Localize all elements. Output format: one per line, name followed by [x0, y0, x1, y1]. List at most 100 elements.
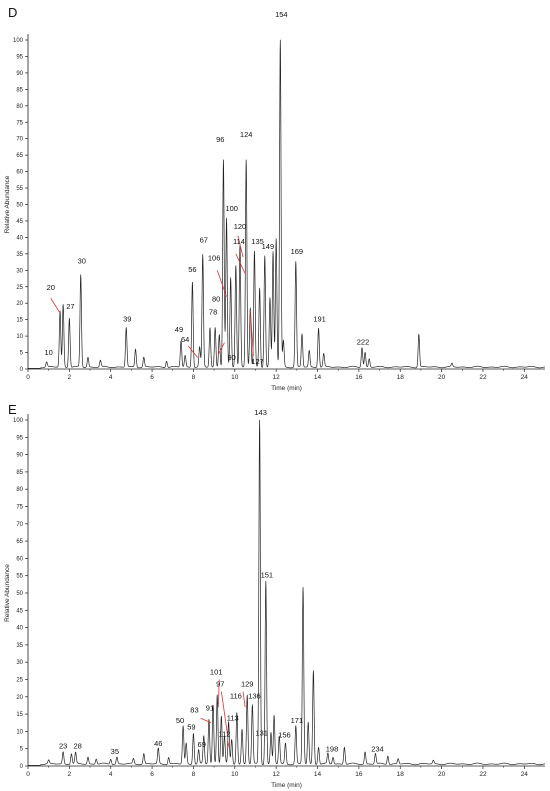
- peak-label: 78: [209, 308, 217, 317]
- x-tick-label: 4: [109, 771, 113, 778]
- peak-label: 127: [251, 357, 264, 366]
- peak-leader-line: [50, 298, 61, 314]
- peak-label: 116: [230, 692, 242, 701]
- x-tick-label: 8: [192, 374, 196, 381]
- x-axis-title: Time (min): [271, 385, 302, 392]
- y-tick-label: 50: [16, 591, 23, 597]
- x-tick-label: 10: [231, 771, 239, 778]
- peak-label: 56: [188, 265, 196, 274]
- y-tick-label: 65: [16, 153, 23, 159]
- y-tick-label: 15: [16, 318, 23, 324]
- y-tick-label: 35: [16, 643, 23, 649]
- y-tick-label: 10: [16, 334, 23, 340]
- x-tick-label: 8: [192, 771, 196, 778]
- y-tick-label: 15: [16, 712, 23, 718]
- y-tick-label: 40: [16, 235, 23, 241]
- y-tick-label: 80: [16, 487, 23, 493]
- y-tick-label: 85: [16, 470, 23, 476]
- y-tick-label: 30: [16, 268, 23, 274]
- peak-label: 50: [176, 716, 184, 725]
- y-tick-label: 0: [20, 367, 24, 373]
- peak-label: 101: [210, 667, 223, 676]
- panel-label: D: [8, 5, 17, 20]
- x-tick-label: 2: [68, 374, 72, 381]
- chromatogram-trace: [27, 39, 546, 369]
- x-tick-label: 22: [479, 374, 487, 381]
- peak-label: 171: [291, 716, 304, 725]
- peak-label: 30: [78, 257, 86, 266]
- peak-label: 23: [59, 742, 67, 751]
- y-tick-label: 100: [13, 418, 24, 424]
- y-tick-label: 95: [16, 435, 23, 441]
- chromatogram-panel-d: D051015202530354045505560657075808590951…: [4, 5, 546, 392]
- peak-leader-line: [237, 235, 244, 258]
- peak-label: 100: [225, 204, 238, 213]
- x-tick-label: 24: [521, 771, 529, 778]
- y-tick-label: 90: [16, 453, 23, 459]
- y-tick-label: 75: [16, 120, 23, 126]
- x-tick-label: 18: [397, 374, 405, 381]
- peak-label: 35: [111, 747, 119, 756]
- peak-leader-line: [216, 270, 227, 297]
- peak-label: 112: [218, 730, 230, 739]
- peak-label: 143: [254, 408, 267, 417]
- peak-leader-line: [200, 717, 212, 724]
- peak-label: 113: [227, 713, 239, 722]
- x-tick-label: 16: [355, 374, 363, 381]
- x-tick-label: 18: [397, 771, 405, 778]
- y-tick-label: 50: [16, 203, 23, 209]
- y-tick-label: 70: [16, 522, 23, 528]
- peak-leader-line: [235, 253, 246, 274]
- y-tick-label: 80: [16, 104, 23, 110]
- peak-label: 120: [234, 222, 247, 231]
- peak-leader-line: [217, 342, 225, 355]
- peak-label: 151: [261, 570, 274, 579]
- y-axis-title: Relative Abundance: [4, 175, 11, 233]
- peak-label: 64: [181, 335, 189, 344]
- x-tick-label: 6: [150, 771, 154, 778]
- peak-leader-line: [217, 679, 220, 708]
- peak-label: 90: [228, 353, 236, 362]
- x-tick-label: 6: [150, 374, 154, 381]
- peak-label: 169: [291, 247, 304, 256]
- y-tick-label: 5: [20, 747, 24, 753]
- y-tick-label: 45: [16, 608, 23, 614]
- peak-leader-line: [227, 739, 231, 749]
- peak-label: 191: [313, 314, 326, 323]
- chromatogram-trace: [27, 419, 546, 766]
- y-tick-label: 10: [16, 729, 23, 735]
- y-tick-label: 0: [20, 764, 24, 770]
- x-tick-label: 12: [273, 374, 281, 381]
- y-tick-label: 60: [16, 170, 23, 176]
- peak-label: 20: [47, 283, 55, 292]
- x-tick-label: 24: [521, 374, 529, 381]
- y-tick-label: 65: [16, 539, 23, 545]
- peak-label: 124: [240, 130, 253, 139]
- x-axis-title: Time (min): [271, 782, 302, 789]
- peak-leader-line: [249, 309, 254, 356]
- x-tick-label: 22: [479, 771, 487, 778]
- peak-label: 49: [175, 325, 183, 334]
- y-tick-label: 60: [16, 556, 23, 562]
- peak-label: 91: [206, 704, 214, 713]
- y-tick-label: 25: [16, 678, 23, 684]
- x-tick-label: 14: [314, 374, 322, 381]
- y-tick-label: 35: [16, 252, 23, 258]
- peak-label: 39: [123, 314, 131, 323]
- peak-label: 136: [248, 692, 261, 701]
- x-tick-label: 14: [314, 771, 322, 778]
- y-tick-label: 20: [16, 695, 23, 701]
- peak-label: 83: [190, 705, 198, 714]
- x-tick-label: 2: [68, 771, 72, 778]
- y-tick-label: 75: [16, 505, 23, 511]
- y-tick-label: 40: [16, 626, 23, 632]
- peak-label: 96: [216, 135, 224, 144]
- peak-label: 234: [371, 744, 384, 753]
- y-axis-title: Relative Abundance: [4, 564, 11, 622]
- peak-label: 28: [73, 742, 81, 751]
- y-tick-label: 70: [16, 137, 23, 143]
- y-tick-label: 45: [16, 219, 23, 225]
- x-tick-label: 12: [273, 771, 281, 778]
- y-tick-label: 95: [16, 54, 23, 60]
- peak-label: 135: [251, 237, 264, 246]
